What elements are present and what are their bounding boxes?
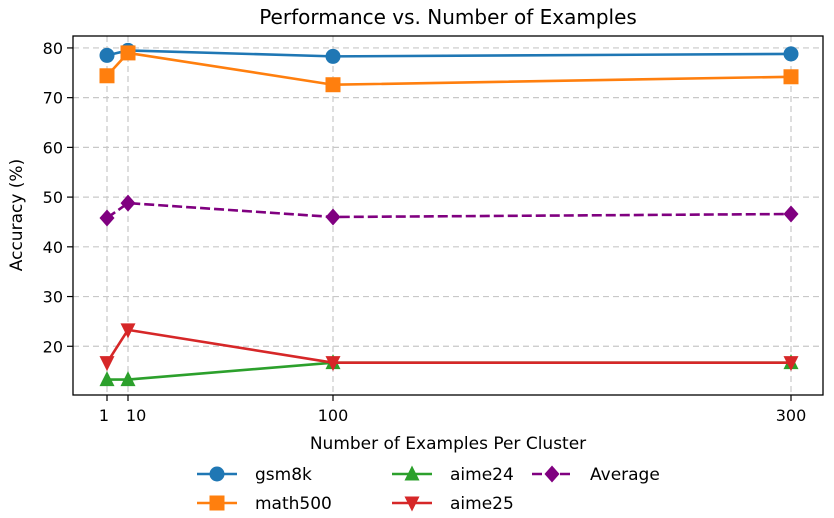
legend-item: gsm8k (197, 465, 312, 485)
y-tick-label: 20 (43, 337, 63, 356)
legend-marker (404, 465, 420, 481)
data-point (120, 323, 136, 339)
y-tick-label: 60 (43, 138, 63, 157)
x-tick-label: 300 (776, 406, 807, 425)
legend-marker (209, 495, 225, 511)
legend-label: math500 (255, 494, 332, 514)
data-point (325, 48, 341, 64)
legend: gsm8k math500 aime24 aime25 Average (197, 465, 660, 514)
legend-item: aime25 (392, 494, 514, 514)
series-math500 (99, 45, 799, 93)
data-point (99, 47, 115, 63)
grid (73, 36, 823, 395)
data-point (120, 371, 136, 387)
y-tick-label: 40 (43, 238, 63, 257)
plot-frame (72, 35, 824, 396)
series-aime24 (99, 354, 799, 387)
data-point (325, 77, 341, 93)
legend-label: aime24 (450, 465, 514, 485)
series-line (106, 201, 792, 220)
x-tick-label: 10 (126, 406, 146, 425)
legend-item: aime24 (392, 465, 514, 485)
data-point (783, 356, 799, 372)
series-line (105, 328, 791, 364)
legend-label: gsm8k (255, 465, 312, 485)
chart-title: Performance vs. Number of Examples (259, 5, 637, 29)
data-point (325, 356, 341, 372)
y-tick-label: 50 (43, 188, 63, 207)
y-tick-label: 80 (43, 39, 63, 58)
data-point (783, 46, 799, 62)
legend-marker (209, 466, 225, 482)
y-tick-label: 70 (43, 89, 63, 108)
legend-marker (544, 465, 560, 483)
series-line (106, 49, 792, 58)
series-aime25 (99, 323, 799, 372)
legend-label: aime25 (450, 494, 514, 514)
x-tick-label: 100 (318, 406, 349, 425)
series-line (106, 51, 792, 87)
data-point (783, 69, 799, 85)
x-axis-label: Number of Examples Per Cluster (310, 434, 586, 454)
data-point (120, 194, 136, 212)
legend-label: Average (590, 465, 660, 485)
data-point (120, 45, 136, 61)
data-point (325, 208, 341, 226)
legend-item: math500 (197, 494, 332, 514)
series-line (107, 361, 791, 381)
x-tick-label: 1 (99, 406, 109, 425)
legend-item: Average (532, 465, 660, 485)
data-point (99, 68, 115, 84)
data-point (99, 371, 115, 387)
series-gsm8k (99, 42, 799, 64)
series-group (99, 42, 799, 387)
series-average (99, 194, 799, 227)
y-tick-label: 30 (43, 288, 63, 307)
data-point (99, 356, 115, 372)
legend-marker (404, 496, 420, 512)
ticks: 1 10 100 300 20 30 40 50 60 70 80 (43, 39, 807, 425)
y-axis-label: Accuracy (%) (7, 159, 27, 271)
data-point (783, 205, 799, 223)
data-point (99, 209, 115, 227)
